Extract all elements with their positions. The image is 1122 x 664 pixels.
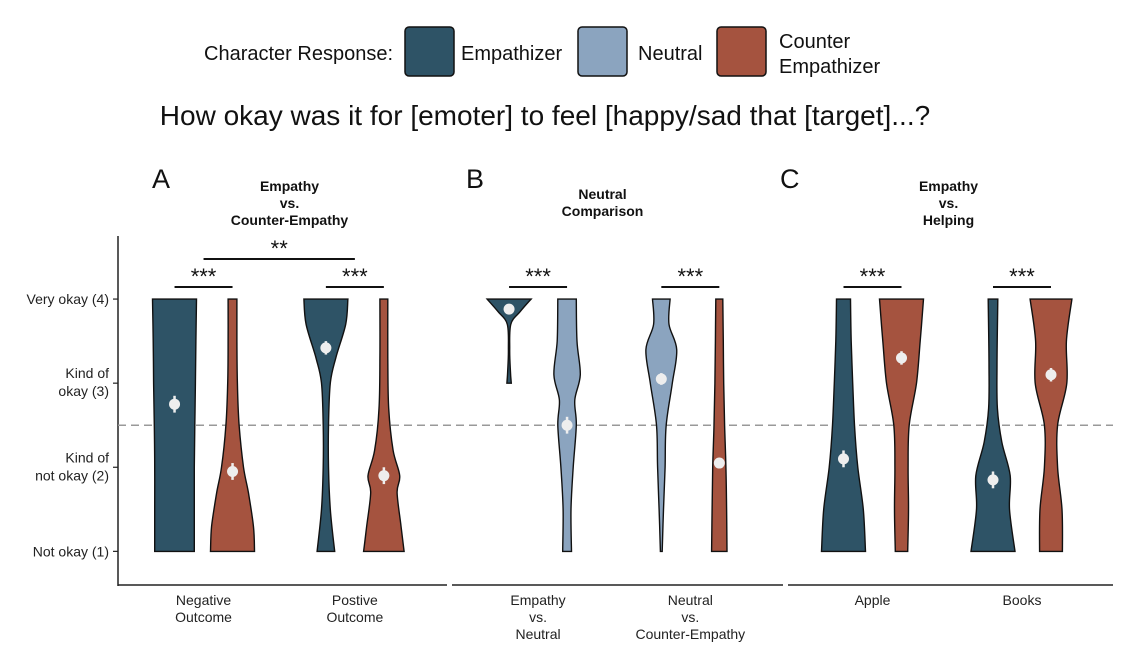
violin-counter [710,298,728,553]
mean-point [838,453,849,465]
significance-label: *** [860,264,886,289]
panels: A Empathyvs.Counter-EmpathyNegativeOutcom… [151,164,1073,642]
y-tick-label: not okay (2) [35,467,109,483]
violin-counter [209,298,256,553]
violin-neutral [645,298,678,553]
mean-point [320,342,332,354]
legend-label-counter-line: Empathizer [779,56,880,78]
mean-point [561,419,573,431]
mean-point [713,457,725,469]
legend: Character Response: Empathizer Neutral Coun… [204,26,880,78]
mean-point [503,303,515,315]
significance-label: *** [677,264,703,289]
panel-letter: A [152,164,170,194]
violin-empathizer [303,298,349,553]
category-label: Apple [855,592,891,608]
category-label: Books [1003,592,1042,608]
mean-point [896,352,907,364]
panel-a: A Empathyvs.Counter-EmpathyNegativeOutcom… [151,164,405,625]
mean-point [169,398,181,410]
axes: Very okay (4) Kind of okay (3) Kind of not o… [27,236,1113,586]
panel-title: Comparison [562,203,644,219]
significance-label: *** [342,264,368,289]
mean-point [227,465,239,477]
y-tick-label: Not okay (1) [33,543,109,559]
category-label: Empathy [510,592,565,608]
panel-title: Empathy [260,178,319,194]
chart-title: How okay was it for [emoter] to feel [ha… [160,100,930,131]
legend-swatch-counter [716,26,767,77]
mean-point [655,373,667,385]
violin-counter [362,298,405,553]
legend-label-empathizer: Empathizer [461,43,562,65]
legend-label-counter-line: Counter [779,31,850,53]
panel-title: Helping [923,212,974,228]
category-label: vs. [529,609,547,625]
mean-point [1045,369,1057,381]
legend-label-neutral: Neutral [638,43,702,65]
category-label: Outcome [326,609,383,625]
category-label: Negative [176,592,231,608]
violin-empathizer [970,298,1016,553]
y-tick-label: Kind of [65,449,109,465]
panel-title: Counter-Empathy [231,212,349,228]
panel-title: vs. [280,195,299,211]
panel-title: Neutral [578,186,626,202]
panel-title: Empathy [919,178,978,194]
violin-counter [878,298,925,553]
mean-point [987,474,999,486]
violin-empathizer [485,298,533,384]
category-label: Counter-Empathy [635,626,745,642]
category-label: Neutral [515,626,560,642]
legend-swatch-neutral [577,26,628,77]
significance-label: *** [1009,264,1035,289]
mean-point [378,470,390,482]
panel-title: vs. [939,195,958,211]
violin-empathizer [820,298,867,553]
panel-b: B NeutralComparisonEmpathyvs.NeutralNeutr… [466,164,745,642]
legend-swatch-empathizer [404,26,455,77]
panel-letter: B [466,164,484,194]
y-tick-label: Very okay (4) [27,291,109,307]
violin-empathizer [151,298,198,553]
y-tick-label: Kind of [65,365,109,381]
violin-counter [1029,298,1073,553]
significance-label: ** [271,236,289,261]
category-label: Outcome [175,609,232,625]
significance-label: *** [525,264,551,289]
category-label: Postive [332,592,378,608]
category-label: vs. [681,609,699,625]
y-tick-label: okay (3) [58,383,109,399]
category-label: Neutral [668,592,713,608]
panel-letter: C [780,164,800,194]
significance-label: *** [191,264,217,289]
legend-title: Character Response: [204,43,393,65]
